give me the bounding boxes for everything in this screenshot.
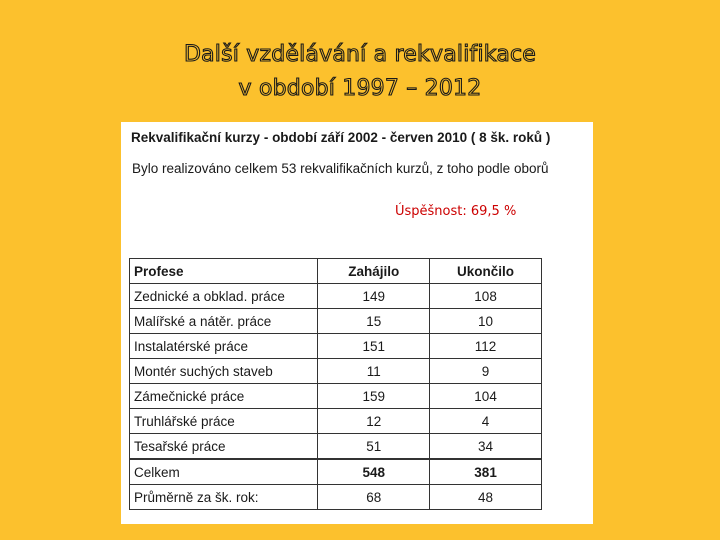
table-average-row: Průměrně za šk. rok: 68 48 xyxy=(128,484,542,510)
row-started: 159 xyxy=(317,383,431,409)
courses-table: Profese Zahájilo Ukončilo Zednické a obk… xyxy=(128,258,542,510)
slide-title-line-2: v období 1997 – 2012 xyxy=(238,75,482,101)
table-header-row: Profese Zahájilo Ukončilo xyxy=(128,258,542,284)
slide-title: Další vzdělávání a rekvalifikace v obdob… xyxy=(0,38,720,106)
average-started: 68 xyxy=(317,484,431,510)
row-started: 151 xyxy=(317,333,431,359)
row-finished: 4 xyxy=(429,408,542,434)
row-started: 12 xyxy=(317,408,431,434)
average-finished: 48 xyxy=(429,484,542,510)
row-finished: 9 xyxy=(429,358,542,384)
content-panel: Rekvalifikační kurzy - období září 2002 … xyxy=(121,122,593,524)
row-profession: Zámečnické práce xyxy=(128,383,319,409)
total-started: 548 xyxy=(317,458,431,485)
table-row: Tesařské práce 51 34 xyxy=(128,433,542,460)
row-started: 15 xyxy=(317,308,431,334)
row-profession: Zednické a obklad. práce xyxy=(128,283,319,309)
row-profession: Truhlářské práce xyxy=(128,408,319,434)
row-finished: 104 xyxy=(429,383,542,409)
success-rate: Úspěšnost: 69,5 % xyxy=(395,204,517,219)
slide-title-line-1: Další vzdělávání a rekvalifikace xyxy=(183,41,537,67)
row-started: 149 xyxy=(317,283,431,309)
total-label: Celkem xyxy=(128,458,319,485)
row-finished: 108 xyxy=(429,283,542,309)
table-row: Zámečnické práce 159 104 xyxy=(128,383,542,409)
table-row: Montér suchých staveb 11 9 xyxy=(128,358,542,384)
table-row: Zednické a obklad. práce 149 108 xyxy=(128,283,542,309)
row-started: 11 xyxy=(317,358,431,384)
row-profession: Malířské a nátěr. práce xyxy=(128,308,319,334)
column-header-finished: Ukončilo xyxy=(429,258,542,284)
table-total-row: Celkem 548 381 xyxy=(128,458,542,485)
panel-heading: Rekvalifikační kurzy - období září 2002 … xyxy=(131,130,551,145)
table-row: Malířské a nátěr. práce 15 10 xyxy=(128,308,542,334)
row-finished: 34 xyxy=(429,433,542,460)
column-header-started: Zahájilo xyxy=(317,258,431,284)
row-profession: Tesařské práce xyxy=(128,433,319,460)
row-profession: Montér suchých staveb xyxy=(128,358,319,384)
row-profession: Instalatérské práce xyxy=(128,333,319,359)
average-label: Průměrně za šk. rok: xyxy=(128,484,319,510)
row-finished: 112 xyxy=(429,333,542,359)
column-header-profession: Profese xyxy=(128,258,319,284)
table-row: Truhlářské práce 12 4 xyxy=(128,408,542,434)
row-started: 51 xyxy=(317,433,431,460)
table-row: Instalatérské práce 151 112 xyxy=(128,333,542,359)
total-finished: 381 xyxy=(429,458,542,485)
row-finished: 10 xyxy=(429,308,542,334)
panel-description: Bylo realizováno celkem 53 rekvalifikačn… xyxy=(132,161,549,176)
